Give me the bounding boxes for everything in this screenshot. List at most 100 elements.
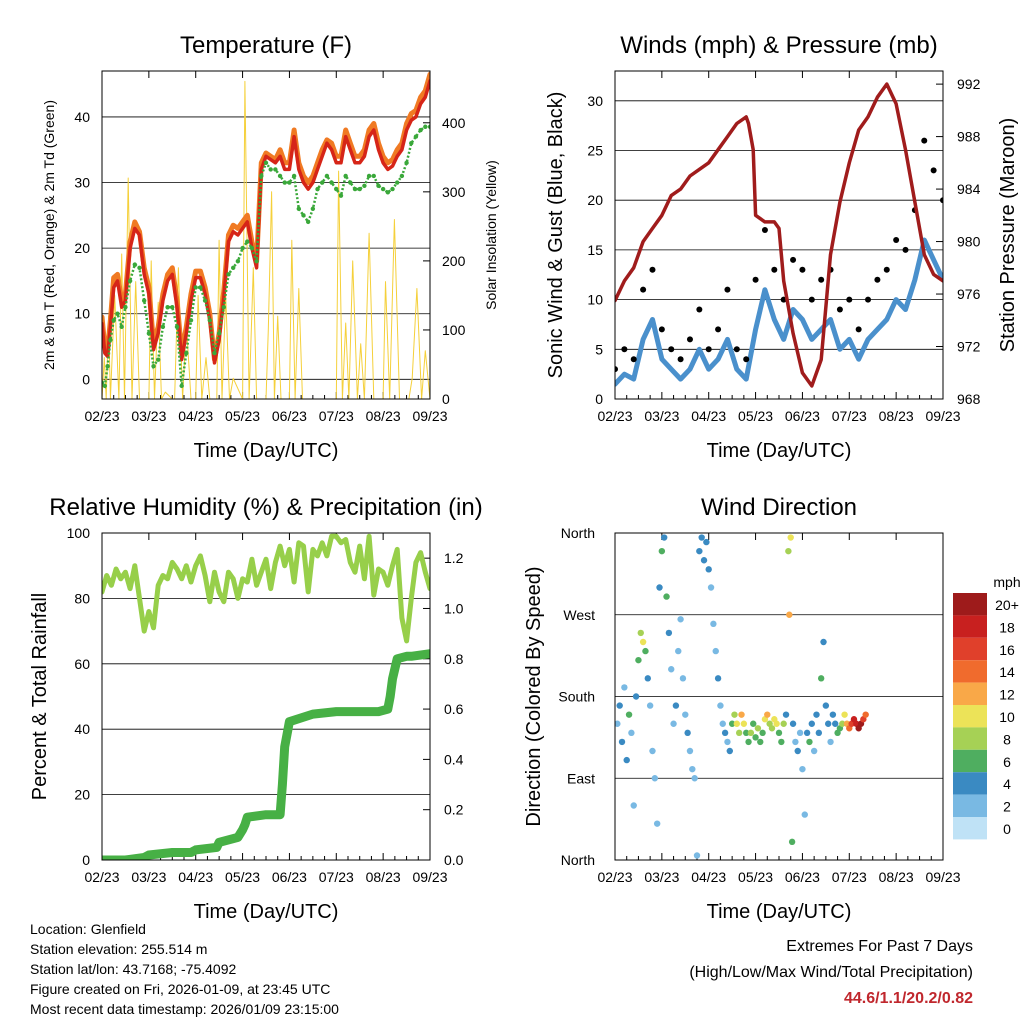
chart4-xtick-label: 03/23 — [644, 869, 679, 885]
chart4-direction-point — [628, 729, 635, 737]
chart2-series-pressure — [615, 82, 943, 388]
chart4-ytick-label: West — [563, 607, 595, 623]
chart1-xtick-label: 02/23 — [84, 408, 119, 424]
chart1-y2tick-label: 100 — [442, 322, 466, 338]
extremes-title: Extremes For Past 7 Days — [786, 938, 973, 955]
chart4-colorbar-label: 14 — [999, 664, 1015, 680]
chart2-gust-point — [677, 356, 684, 363]
station-location: Location: Glenfield — [30, 921, 146, 937]
chart4-direction-point — [686, 747, 694, 755]
chart4-direction-point — [661, 534, 668, 541]
chart1-y2tick-label: 200 — [442, 253, 466, 269]
chart4-direction-point — [668, 666, 675, 673]
chart4-direction-point — [724, 738, 731, 746]
chart4-direction-point — [625, 711, 633, 718]
chart4-title: Wind Direction — [701, 494, 857, 521]
chart2-xtick-label: 06/23 — [785, 408, 820, 424]
chart2-y2tick-label: 972 — [957, 339, 981, 355]
chart4-direction-point — [743, 729, 750, 737]
chart1-xtick-label: 07/23 — [319, 408, 354, 424]
chart4-direction-point — [796, 729, 804, 737]
chart4-direction-point — [754, 725, 762, 732]
chart3-y2tick-label: 0.8 — [444, 651, 464, 667]
chart2-gust-point — [668, 346, 675, 353]
chart4-colorbar-label: 4 — [1003, 776, 1011, 792]
chart3-ytick-label: 40 — [74, 721, 90, 737]
chart3-y2tick-label: 0.0 — [444, 852, 464, 868]
chart3-series-humidity — [102, 533, 430, 644]
chart2-y2tick-label: 984 — [957, 181, 981, 197]
chart2-y2tick-label: 980 — [957, 234, 981, 250]
chart2-gust-point — [893, 236, 900, 243]
chart4-colorbar-label: 6 — [1003, 754, 1011, 770]
chart3-ytick-label: 100 — [67, 525, 91, 541]
chart4-direction-point — [632, 693, 640, 700]
chart3-xtick-label: 04/23 — [178, 869, 213, 885]
chart4-direction-point — [714, 675, 722, 682]
chart4-direction-point — [768, 725, 776, 732]
chart4-colorbar-label: 10 — [999, 709, 1015, 725]
station-elevation: Station elevation: 255.514 m — [30, 941, 208, 957]
chart2-title: Winds (mph) & Pressure (mb) — [620, 32, 937, 59]
chart4-colorbar-swatch — [953, 749, 987, 773]
chart3-xtick-label: 05/23 — [225, 869, 260, 885]
chart4-colorbar-label: 12 — [999, 687, 1015, 703]
chart1-ytick-label: 40 — [74, 109, 90, 125]
extremes-subtitle: (High/Low/Max Wind/Total Precipitation) — [689, 964, 973, 981]
chart4-direction-point — [745, 738, 752, 746]
chart4-direction-point — [665, 629, 673, 637]
chart4-direction-point — [684, 729, 691, 737]
chart4-direction-point — [630, 802, 637, 809]
station-info: Location: Glenfield Station elevation: 2… — [30, 919, 339, 1019]
chart2-xtick-label: 04/23 — [691, 408, 726, 424]
chart4-direction-point — [663, 593, 670, 600]
chart2-gust-point — [799, 266, 806, 273]
chart2-gust-point — [658, 326, 665, 333]
chart4-direction-point — [817, 675, 825, 682]
chart3-ytick-label: 0 — [82, 852, 90, 868]
chart2-ytick-label: 5 — [595, 341, 603, 357]
chart4-direction-point — [750, 720, 757, 727]
chart3-ytick-label: 60 — [74, 656, 90, 672]
chart2-ytick-label: 20 — [587, 192, 603, 208]
chart2-gust-point — [733, 346, 740, 353]
chart2-gust-point — [808, 296, 815, 303]
chart4-direction-point — [747, 729, 755, 737]
chart2-y2tick-label: 988 — [957, 129, 981, 145]
chart2-ylabel: Sonic Wind & Gust (Blue, Black) — [545, 92, 567, 379]
chart1-xlabel: Time (Day/UTC) — [194, 440, 339, 462]
chart3-frame — [101, 532, 431, 861]
chart1-xtick-label: 03/23 — [131, 408, 166, 424]
chart4-direction-point — [615, 720, 621, 727]
chart3-xlabel: Time (Day/UTC) — [194, 901, 339, 923]
chart2-gust-point — [902, 246, 909, 253]
chart2-xtick-label: 09/23 — [925, 408, 960, 424]
chart2-gust-point — [883, 266, 890, 273]
chart4-direction-point — [822, 702, 830, 709]
chart2-gust-point — [715, 326, 722, 333]
chart4-direction-point — [707, 584, 715, 591]
chart4-colorbar-swatch — [953, 817, 987, 840]
chart4-colorbar-swatch — [953, 727, 987, 750]
chart1-y2label: Solar Insolation (Yellow) — [483, 160, 499, 310]
chart4-direction-point — [801, 811, 808, 818]
chart4-direction-point — [764, 711, 771, 718]
chart2-ytick-label: 30 — [587, 93, 603, 109]
chart4-colorbar-label: 18 — [999, 619, 1015, 635]
chart3-y2tick-label: 0.6 — [444, 701, 464, 717]
chart2-y2label: Station Pressure (Maroon) — [997, 118, 1019, 353]
chart4-direction-point — [815, 729, 823, 737]
chart4-direction-point — [806, 738, 813, 746]
chart4-ylabel: Direction (Colored By Speed) — [523, 566, 545, 826]
chart2-xtick-label: 07/23 — [832, 408, 867, 424]
chart4-colorbar-label: 2 — [1003, 799, 1011, 815]
chart4-ytick-label: North — [561, 525, 595, 541]
chart4-colorbar-swatch — [953, 637, 987, 661]
chart4-direction-point — [700, 557, 708, 564]
chart4-direction-point — [675, 647, 682, 655]
chart4-direction-point — [693, 852, 701, 859]
chart4-colorbar-swatch — [953, 682, 987, 705]
chart2-gust-point — [771, 266, 778, 273]
chart4-ytick-label: North — [561, 852, 595, 868]
chart2-gust-point — [724, 286, 731, 293]
